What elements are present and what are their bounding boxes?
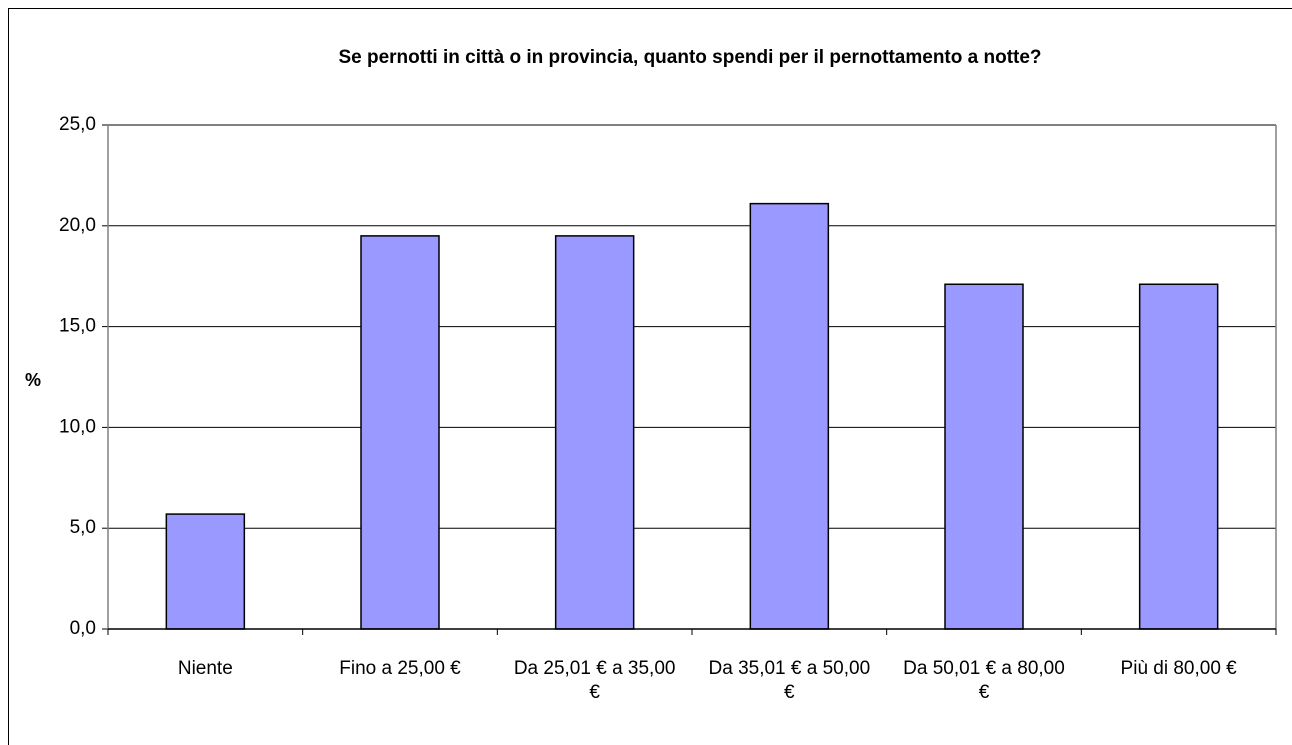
y-tick-label: 20,0 [59,215,96,236]
y-tick-label: 25,0 [59,114,96,135]
y-tick-label: 5,0 [70,517,96,538]
bar [360,235,440,630]
y-tick-label: 10,0 [59,416,96,437]
x-tick-label: Da 35,01 € a 50,00 € [708,658,871,703]
bar [1138,283,1219,630]
x-tick-label: Più di 80,00 € [1120,658,1237,679]
bar [944,283,1024,630]
bar [554,235,635,630]
x-tick-label: Fino a 25,00 € [339,658,461,679]
x-tick-label: Niente [177,658,233,679]
bar [749,202,830,630]
x-tick-label: Da 25,01 € a 35,00 € [513,658,676,703]
y-axis-label: % [25,370,41,390]
frame [8,8,1292,745]
x-tick-label: Da 50,01 € a 80,00 € [903,658,1065,703]
chart-title: Se pernotti in città o in provincia, qua… [338,47,1041,68]
bar [165,513,246,630]
y-tick-label: 0,0 [70,618,96,639]
y-tick-label: 15,0 [59,316,96,337]
